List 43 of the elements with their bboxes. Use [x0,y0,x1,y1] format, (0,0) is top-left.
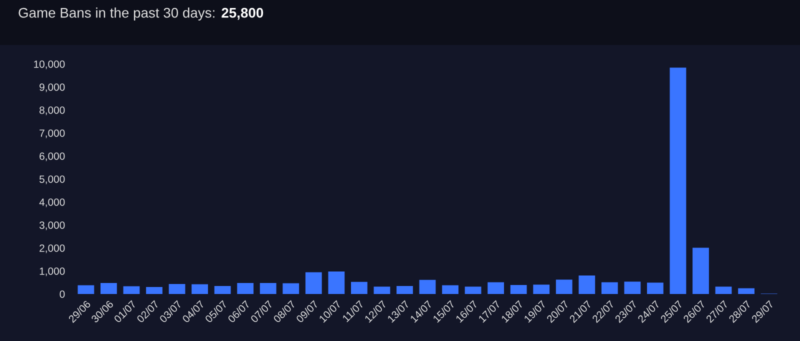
bar [123,286,140,294]
bar [692,248,709,294]
bar [260,282,276,294]
y-tick-label: 6,000 [40,152,65,162]
bar [464,286,482,294]
bar [350,282,368,294]
bar [624,282,641,294]
bar [282,283,300,294]
bar [670,68,686,294]
bar [738,288,754,294]
bar [442,285,458,294]
y-tick-label: 9,000 [40,84,65,92]
bar [146,286,162,294]
y-tick-label: 1,000 [40,268,65,276]
y-tick-label: 10,000 [34,60,65,70]
bar [578,276,596,294]
bar [556,280,572,294]
bar [533,284,550,294]
bar [488,282,504,294]
chart-title: Game Bans in the past 30 days: [18,8,214,20]
bar [192,284,208,294]
bar [78,285,94,294]
bar [419,280,436,294]
y-tick-label: 4,000 [39,198,65,208]
y-tick-label: 3,000 [39,222,65,230]
bar [601,282,618,294]
y-tick-label: 5,000 [39,176,65,184]
bar [510,284,527,294]
y-tick-label: 7,000 [40,130,65,138]
bar [214,286,231,294]
bar [100,282,117,294]
chart-subtitle: 25,800 [222,8,264,20]
bar [374,286,390,294]
bar [715,286,732,294]
bar [305,272,322,294]
bar [328,272,345,294]
bar [396,286,413,294]
bar [168,284,186,294]
y-tick-label: 0 [60,290,65,298]
y-tick-label: 8,000 [40,106,65,116]
bar [237,282,254,294]
y-tick-label: 2,000 [40,244,65,254]
bar [647,282,664,294]
